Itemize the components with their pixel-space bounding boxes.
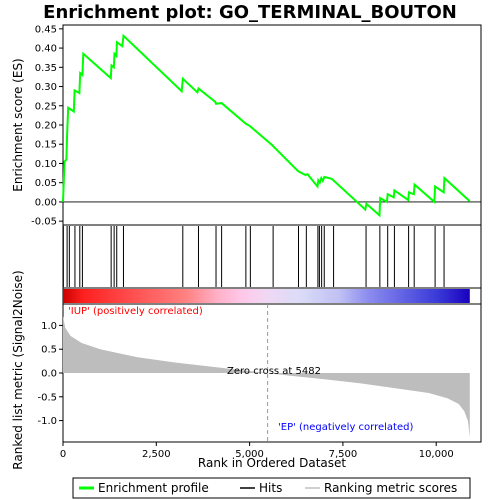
es-y-tick-label: 0.20 bbox=[35, 121, 57, 132]
metric-x-axis-title: Rank in Ordered Dataset bbox=[198, 456, 346, 470]
es-y-tick-label: 0.45 bbox=[35, 24, 57, 35]
metric-y-ticks: -1.0 -0.5 0.0 0.5 1.0 bbox=[37, 321, 63, 427]
legend-enrichment-label: Enrichment profile bbox=[98, 481, 209, 495]
es-y-tick-label: -0.05 bbox=[31, 217, 57, 228]
metric-x-tick-label: 5,000 bbox=[235, 449, 264, 460]
es-y-ticks: -0.05 0.00 0.05 0.10 0.15 0.20 0.25 0.30 0.35 0.4… bbox=[31, 24, 63, 228]
es-y-tick-label: 0.35 bbox=[35, 63, 57, 74]
metric-x-tick-label: 10,000 bbox=[419, 449, 454, 460]
metric-x-tick-label: 0 bbox=[60, 449, 66, 460]
enrichment-profile-line bbox=[62, 33, 471, 218]
positive-correlation-label: 'IUP' (positively correlated) bbox=[68, 306, 203, 317]
hits-panel bbox=[62, 224, 482, 289]
metric-x-tick-label: 2,500 bbox=[142, 449, 171, 460]
zero-cross-label: Zero cross at 5482 bbox=[227, 366, 321, 377]
metric-y-tick-label: 0.5 bbox=[41, 345, 57, 356]
es-panel: -0.05 0.00 0.05 0.10 0.15 0.20 0.25 0.30 0.35 0.4… bbox=[11, 24, 482, 228]
hits-panel-frame bbox=[62, 224, 482, 289]
negative-correlation-label: 'EP' (negatively correlated) bbox=[278, 422, 413, 433]
es-y-tick-label: 0.10 bbox=[35, 159, 57, 170]
es-y-tick-label: 0.15 bbox=[35, 140, 57, 151]
metric-panel: -1.0 -0.5 0.0 0.5 1.0 0 2,500 5,000 7,500 10,000… bbox=[11, 270, 482, 470]
metric-y-tick-label: 0.0 bbox=[41, 369, 57, 380]
metric-y-tick-label: 1.0 bbox=[41, 321, 57, 332]
es-y-axis-title: Enrichment score (ES) bbox=[11, 58, 25, 191]
legend: Enrichment profile Hits Ranking metric s… bbox=[72, 477, 471, 499]
hit-marks bbox=[62, 226, 445, 287]
legend-ranking-label: Ranking metric scores bbox=[324, 481, 457, 495]
ranking-metric-area bbox=[63, 315, 470, 438]
es-y-tick-label: 0.30 bbox=[35, 82, 57, 93]
rank-colorbar bbox=[62, 287, 482, 305]
metric-y-tick-label: -0.5 bbox=[37, 392, 57, 403]
es-y-tick-label: 0.25 bbox=[35, 101, 57, 112]
es-y-tick-label: 0.05 bbox=[35, 178, 57, 189]
legend-frame bbox=[72, 477, 471, 499]
metric-y-axis-title: Ranked list metric (Signal2Noise) bbox=[11, 270, 25, 469]
legend-hits-label: Hits bbox=[259, 481, 282, 495]
metric-x-tick-label: 7,500 bbox=[329, 449, 358, 460]
es-y-tick-label: 0.40 bbox=[35, 44, 57, 55]
colorbar-gradient bbox=[63, 289, 470, 303]
es-panel-frame bbox=[62, 24, 482, 226]
metric-y-tick-label: -1.0 bbox=[37, 416, 57, 427]
metric-x-ticks: 0 2,500 5,000 7,500 10,000 bbox=[60, 442, 454, 460]
es-y-tick-label: 0.00 bbox=[35, 197, 57, 208]
chart-title: Enrichment plot: GO_TERMINAL_BOUTON bbox=[43, 2, 457, 23]
